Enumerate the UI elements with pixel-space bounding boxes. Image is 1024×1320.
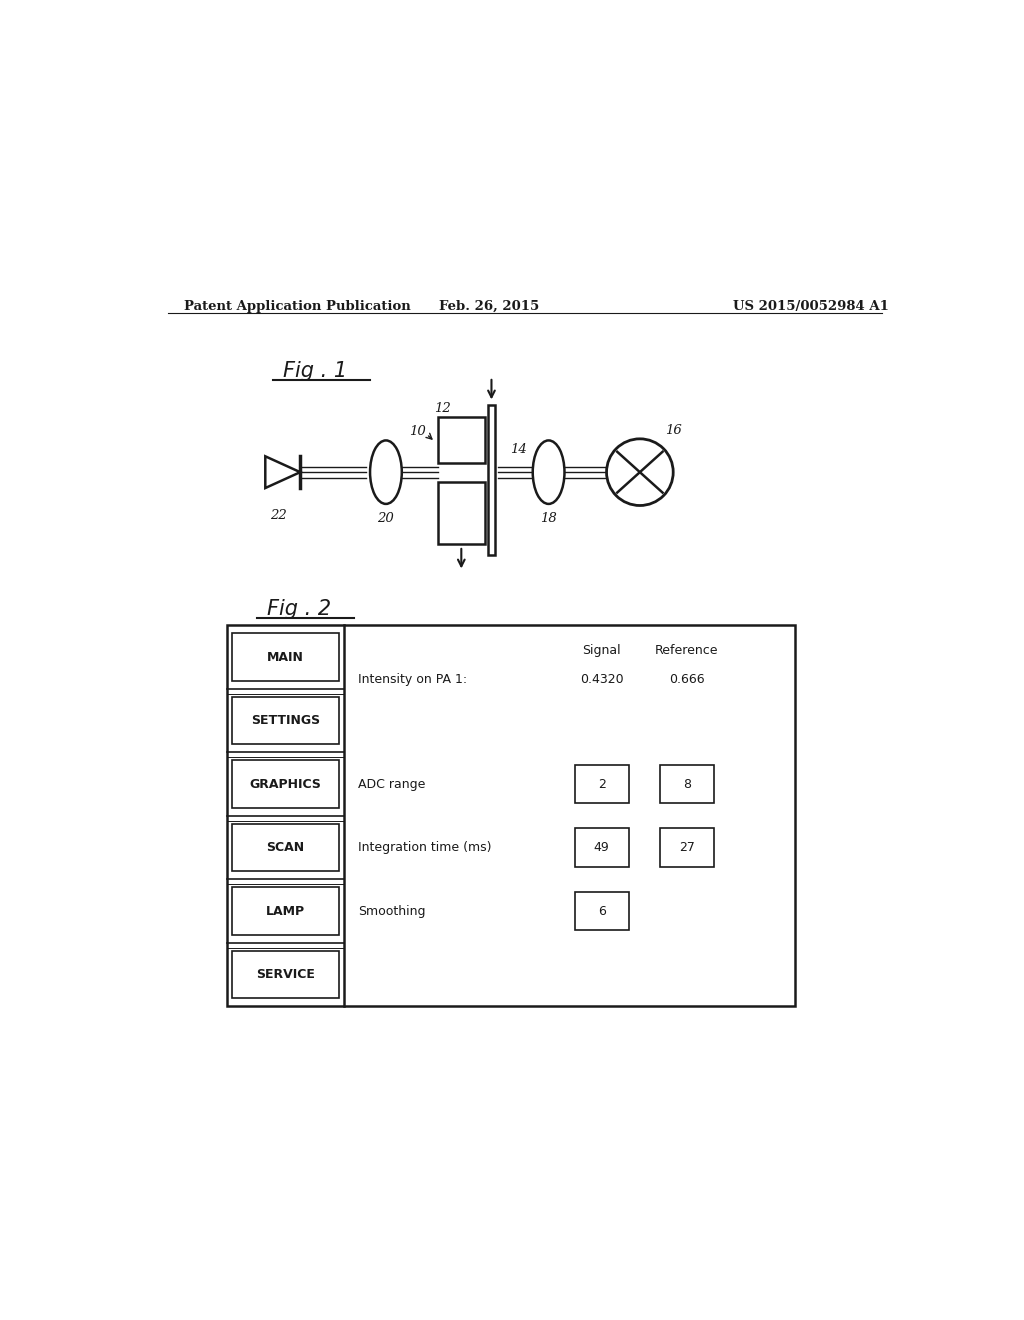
Ellipse shape	[532, 441, 564, 504]
Text: 6: 6	[598, 904, 605, 917]
Bar	[487, 405, 496, 556]
Bar	[232, 634, 339, 681]
Text: Patent Application Publication: Patent Application Publication	[183, 300, 411, 313]
Text: 12: 12	[434, 403, 451, 416]
Bar	[232, 824, 339, 871]
Text: Signal: Signal	[583, 644, 621, 657]
Bar	[574, 829, 629, 867]
Text: 2: 2	[598, 777, 605, 791]
Circle shape	[606, 438, 673, 506]
Text: Intensity on PA 1:: Intensity on PA 1:	[357, 673, 467, 686]
Bar	[574, 766, 629, 803]
Text: 49: 49	[594, 841, 609, 854]
Text: 22: 22	[270, 510, 287, 523]
Text: 16: 16	[666, 425, 682, 437]
Text: Fig . 2: Fig . 2	[267, 599, 331, 619]
Text: MAIN: MAIN	[267, 651, 304, 664]
Text: SETTINGS: SETTINGS	[251, 714, 319, 727]
Text: Smoothing: Smoothing	[357, 904, 425, 917]
Bar	[659, 829, 714, 867]
Bar	[227, 626, 795, 1006]
Bar	[437, 417, 485, 462]
Text: 18: 18	[541, 512, 557, 524]
Text: Reference: Reference	[655, 644, 719, 657]
Text: Integration time (ms): Integration time (ms)	[357, 841, 492, 854]
Bar	[232, 887, 339, 935]
Text: Fig . 1: Fig . 1	[283, 362, 347, 381]
Bar	[437, 482, 485, 544]
Text: ADC range: ADC range	[357, 777, 425, 791]
Text: 0.4320: 0.4320	[580, 673, 624, 686]
Bar	[232, 697, 339, 744]
Bar	[574, 892, 629, 931]
Bar	[232, 950, 339, 998]
Text: SCAN: SCAN	[266, 841, 304, 854]
Bar	[659, 766, 714, 803]
Text: Feb. 26, 2015: Feb. 26, 2015	[439, 300, 540, 313]
Text: 14: 14	[510, 444, 526, 457]
Text: GRAPHICS: GRAPHICS	[250, 777, 322, 791]
Text: 10: 10	[410, 425, 426, 438]
Text: 27: 27	[679, 841, 694, 854]
Text: US 2015/0052984 A1: US 2015/0052984 A1	[732, 300, 889, 313]
Text: 0.666: 0.666	[669, 673, 705, 686]
Ellipse shape	[370, 441, 401, 504]
Text: LAMP: LAMP	[266, 904, 305, 917]
Text: SERVICE: SERVICE	[256, 968, 314, 981]
Text: 20: 20	[378, 512, 394, 524]
Text: 8: 8	[683, 777, 691, 791]
Bar	[232, 760, 339, 808]
